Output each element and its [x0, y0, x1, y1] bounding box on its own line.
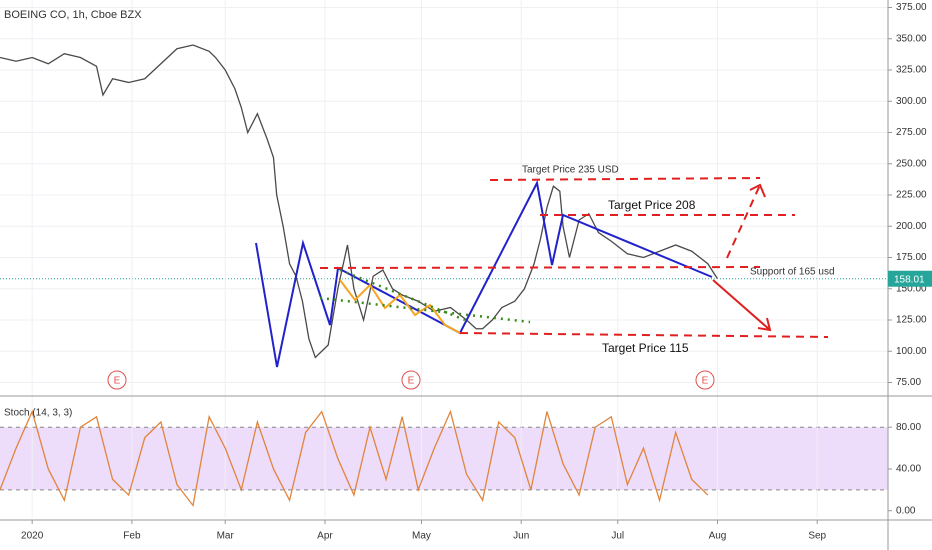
annotation: Target Price 208 [608, 198, 696, 212]
x-tick-label: Feb [123, 531, 141, 542]
y-tick-label: 125.00 [896, 315, 927, 326]
price-line [0, 44, 719, 359]
trend-zigzag [255, 179, 713, 368]
indicator-title: Stoch (14, 3, 3) [4, 408, 72, 419]
price-line [0, 409, 709, 508]
annotation: Target Price 235 USD [522, 165, 619, 176]
event-circle[interactable] [401, 370, 421, 390]
arrow-head [757, 317, 772, 332]
arrow [712, 279, 771, 331]
x-tick-label: Mar [217, 531, 235, 542]
y-tick-label: 175.00 [896, 252, 927, 263]
y-tick-label: 300.00 [896, 96, 927, 107]
y-tick-label: 225.00 [896, 190, 927, 201]
y-tick-label: 80.00 [896, 422, 921, 433]
channel-line [339, 268, 466, 322]
chart-title: BOEING CO, 1h, Cboe BZX [4, 9, 142, 21]
channel-line [319, 296, 531, 324]
marks [0, 44, 719, 508]
target-line [489, 177, 761, 181]
annotation: Support of 165 usd [750, 267, 835, 278]
grid [0, 0, 888, 518]
event-markers: E E E [107, 370, 715, 390]
event-label: E [114, 376, 121, 387]
y-tick-label: 275.00 [896, 127, 927, 138]
last-price-label: 158.01 [894, 274, 925, 285]
y-tick-label: 0.00 [896, 505, 916, 516]
support-line [319, 266, 761, 269]
y-tick-label: 40.00 [896, 464, 921, 475]
last-price-box [888, 270, 932, 287]
event-circle[interactable] [107, 370, 127, 390]
y-tick-label: 200.00 [896, 221, 927, 232]
arrow-head [749, 183, 766, 198]
x-tick-label: 2020 [21, 531, 44, 542]
x-tick-label: Jul [611, 531, 624, 542]
event-circle[interactable] [695, 370, 715, 390]
x-tick-label: Sep [808, 531, 826, 542]
y-tick-label: 100.00 [896, 346, 927, 357]
band [0, 427, 888, 490]
x-tick-label: Jun [513, 531, 529, 542]
y-tick-label: 250.00 [896, 158, 927, 169]
y-tick-label: 325.00 [896, 65, 927, 76]
y-tick-label: 150.00 [896, 283, 927, 294]
y-tick-label: 75.00 [896, 377, 921, 388]
y-tick-label: 375.00 [896, 2, 927, 13]
drawings [255, 177, 829, 368]
y-tick-label: 350.00 [896, 33, 927, 44]
event-label: E [408, 376, 415, 387]
x-tick-label: Aug [709, 531, 727, 542]
annotation: Target Price 115 [602, 341, 689, 355]
x-tick-label: Apr [317, 531, 333, 542]
target-line [459, 332, 829, 338]
x-tick-label: May [412, 531, 431, 542]
event-label: E [702, 376, 709, 387]
